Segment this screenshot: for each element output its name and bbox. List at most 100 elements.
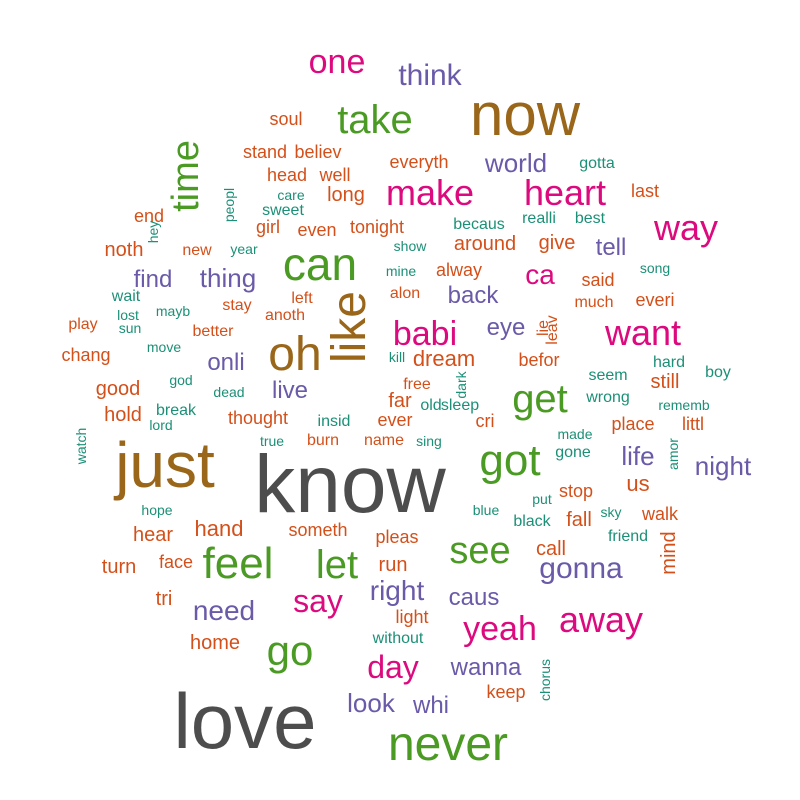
word-anoth: anoth bbox=[265, 307, 305, 324]
word-blue: blue bbox=[473, 502, 500, 518]
word-good: good bbox=[96, 378, 141, 400]
word-caus: caus bbox=[449, 584, 500, 611]
word-light: light bbox=[395, 607, 428, 627]
word-day: day bbox=[367, 649, 419, 685]
word-boy: boy bbox=[705, 364, 731, 381]
word-want: want bbox=[604, 312, 681, 353]
word-onli: onli bbox=[207, 349, 244, 376]
word-night: night bbox=[695, 451, 752, 481]
word-back: back bbox=[448, 282, 500, 309]
word-take: take bbox=[337, 98, 413, 142]
word-need: need bbox=[193, 595, 255, 626]
word-true: true bbox=[260, 433, 284, 449]
word-think: think bbox=[398, 59, 462, 92]
word-make: make bbox=[386, 172, 474, 213]
word-right: right bbox=[370, 575, 425, 606]
word-sing: sing bbox=[416, 433, 442, 449]
word-better: better bbox=[193, 323, 235, 340]
word-head: head bbox=[267, 165, 307, 185]
word-let: let bbox=[316, 543, 358, 587]
word-insid: insid bbox=[318, 413, 351, 430]
word-time: time bbox=[165, 140, 207, 212]
word-thing: thing bbox=[200, 263, 256, 293]
word-end: end bbox=[134, 206, 164, 226]
word-much: much bbox=[574, 294, 613, 311]
word-hold: hold bbox=[104, 404, 142, 426]
word-noth: noth bbox=[105, 239, 144, 261]
word-like: like bbox=[323, 291, 376, 363]
word-sleep: sleep bbox=[441, 397, 479, 414]
word-year: year bbox=[230, 241, 258, 257]
word-never: never bbox=[388, 718, 508, 771]
word-ca: ca bbox=[525, 259, 555, 290]
word-babi: babi bbox=[393, 315, 457, 353]
word-gone: gone bbox=[555, 444, 591, 461]
word-wanna: wanna bbox=[450, 654, 522, 681]
word-show: show bbox=[394, 238, 428, 254]
word-see: see bbox=[449, 530, 510, 572]
word-seem: seem bbox=[588, 367, 627, 384]
word-tri: tri bbox=[156, 588, 173, 610]
word-gotta: gotta bbox=[579, 155, 615, 172]
word-mind: mind bbox=[658, 531, 680, 574]
word-hey: hey bbox=[145, 221, 161, 244]
word-rememb: rememb bbox=[658, 397, 710, 413]
word-give: give bbox=[539, 232, 576, 254]
word-one: one bbox=[309, 43, 366, 81]
word-home: home bbox=[190, 632, 240, 654]
word-hand: hand bbox=[195, 516, 244, 541]
word-feel: feel bbox=[203, 539, 274, 588]
word-play: play bbox=[68, 316, 97, 333]
word-without: without bbox=[372, 630, 424, 647]
word-go: go bbox=[267, 627, 314, 674]
word-alon: alon bbox=[390, 285, 420, 302]
word-girl: girl bbox=[256, 217, 280, 237]
word-move: move bbox=[147, 339, 181, 355]
word-sweet: sweet bbox=[262, 202, 304, 219]
word-lost: lost bbox=[117, 307, 139, 323]
word-world: world bbox=[484, 148, 547, 178]
word-sun: sun bbox=[119, 320, 142, 336]
word-even: even bbox=[297, 220, 336, 240]
word-friend: friend bbox=[608, 528, 648, 545]
word-alway: alway bbox=[436, 260, 482, 280]
word-far: far bbox=[388, 390, 412, 412]
word-stop: stop bbox=[559, 481, 593, 501]
word-hard: hard bbox=[653, 354, 685, 371]
word-new: new bbox=[182, 242, 212, 259]
word-said: said bbox=[581, 270, 614, 290]
word-becaus: becaus bbox=[453, 216, 505, 233]
word-heart: heart bbox=[524, 172, 606, 213]
word-away: away bbox=[559, 599, 643, 640]
word-ever: ever bbox=[377, 410, 412, 430]
word-peopl: peopl bbox=[221, 188, 237, 222]
word-face: face bbox=[159, 552, 193, 572]
word-believ: believ bbox=[294, 142, 341, 162]
word-life: life bbox=[621, 441, 654, 471]
word-love: love bbox=[173, 677, 316, 765]
word-song: song bbox=[640, 260, 670, 276]
word-whi: whi bbox=[412, 692, 449, 719]
word-leav: leav bbox=[544, 315, 561, 344]
word-kill: kill bbox=[389, 349, 405, 365]
word-dream: dream bbox=[413, 346, 475, 371]
word-call: call bbox=[536, 538, 566, 560]
word-still: still bbox=[651, 371, 680, 393]
word-tonight: tonight bbox=[350, 217, 404, 237]
word-eye: eye bbox=[487, 314, 526, 341]
word-left: left bbox=[291, 290, 313, 307]
word-free: free bbox=[403, 376, 431, 393]
word-everi: everi bbox=[635, 290, 674, 310]
word-hope: hope bbox=[141, 502, 172, 518]
word-say: say bbox=[293, 583, 343, 619]
word-run: run bbox=[379, 554, 408, 576]
word-look: look bbox=[347, 688, 396, 718]
word-best: best bbox=[575, 210, 606, 227]
word-find: find bbox=[134, 266, 173, 293]
word-break: break bbox=[156, 402, 197, 419]
word-sky: sky bbox=[601, 504, 622, 520]
word-live: live bbox=[272, 377, 308, 404]
word-soul: soul bbox=[269, 109, 302, 129]
word-cri: cri bbox=[476, 411, 495, 431]
